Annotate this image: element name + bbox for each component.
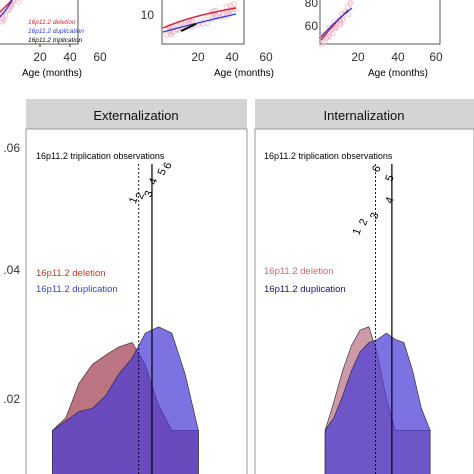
- observation-marker-label: 2: [357, 217, 370, 227]
- observation-marker-label: 1: [351, 227, 364, 237]
- facet-internalization: Internalization 16p11.2 triplication obs…: [254, 99, 474, 474]
- x-tick-label: 20: [33, 50, 47, 64]
- y-tick-label: .02: [3, 392, 20, 406]
- observation-markers: 123 456: [127, 161, 175, 205]
- facet-strip-label: Internalization: [324, 108, 405, 123]
- legend-triplication-label: 16p11.2 triplication: [28, 37, 82, 44]
- observation-marker-label: 3: [142, 189, 155, 199]
- observation-marker-label: 6: [161, 161, 174, 171]
- x-tick-label: 60: [259, 50, 273, 64]
- y-tick-label: .04: [3, 263, 20, 277]
- duplication-trend-line: [0, 0, 14, 18]
- growth-point: [3, 13, 9, 19]
- observation-marker-label: 4: [147, 177, 160, 187]
- x-tick-label: 60: [429, 50, 443, 64]
- legend-deletion-label: 16p11.2 deletion: [36, 268, 106, 279]
- x-tick-label: 40: [225, 50, 239, 64]
- observation-marker-label: 3: [368, 211, 381, 221]
- reference-lines: [375, 164, 393, 474]
- growth-point: [10, 0, 16, 3]
- observation-marker-label: 6: [370, 164, 383, 174]
- growth-point: [338, 21, 344, 27]
- growth-panel-left: 16p11.2 deletion 16p11.2 duplication 16p…: [0, 0, 107, 79]
- growth-point: [347, 1, 353, 7]
- density-areas: [324, 326, 431, 474]
- x-tick-label: 40: [391, 50, 405, 64]
- growth-point: [346, 11, 352, 17]
- x-axis-title: Age (months): [22, 68, 82, 79]
- growth-point: [5, 7, 11, 13]
- growth-point: [164, 32, 170, 38]
- observation-marker-label: 4: [383, 195, 396, 205]
- growth-point: [318, 41, 325, 47]
- growth-point: [167, 31, 173, 37]
- growth-point: [16, 0, 22, 5]
- growth-point: [0, 18, 7, 24]
- x-axis-title: Age (months): [368, 68, 428, 79]
- legend-duplication-label: 16p11.2 duplication: [264, 284, 346, 295]
- observation-marker-label: 5: [156, 167, 169, 177]
- x-tick-label: 20: [191, 50, 205, 64]
- legend-duplication-label: 16p11.2 duplication: [28, 28, 84, 35]
- growth-point: [329, 30, 335, 36]
- growth-point: [324, 35, 330, 41]
- observation-marker-label: 1: [127, 195, 140, 205]
- y-tick-label: 80: [305, 0, 319, 10]
- duplication-density-area: [324, 332, 431, 474]
- x-axis-title: Age (months): [214, 68, 274, 79]
- density-y-axis: .06 .04 .02: [3, 141, 20, 406]
- legend-duplication-label: 16p11.2 duplication: [36, 284, 118, 295]
- density-areas: [52, 326, 199, 474]
- y-tick-label: 60: [305, 19, 319, 33]
- observations-title: 16p11.2 triplication observations: [36, 151, 165, 161]
- deletion-trend-line: [162, 7, 237, 29]
- growth-point: [332, 24, 339, 30]
- observations-title: 16p11.2 triplication observations: [264, 151, 393, 161]
- y-tick-label: 10: [141, 8, 155, 22]
- x-tick-label: 40: [63, 50, 77, 64]
- y-tick-label: .06: [3, 141, 20, 155]
- deletion-trend-line: [0, 0, 14, 13]
- reference-lines: [138, 164, 153, 474]
- observation-marker-label: 2: [134, 191, 147, 201]
- growth-panel-right: 80 60 20 40 60 Age (months): [305, 0, 443, 79]
- growth-point: [227, 2, 233, 8]
- duplication-trend-line: [162, 13, 237, 33]
- x-tick-label: 60: [93, 50, 107, 64]
- legend-deletion-label: 16p11.2 deletion: [264, 266, 334, 277]
- growth-point: [0, 16, 6, 22]
- growth-point: [321, 39, 327, 46]
- facet-strip: [255, 99, 474, 129]
- facet-strip-label: Externalization: [93, 108, 178, 123]
- duplication-density-area: [52, 326, 199, 474]
- legend-deletion-label: 16p11.2 deletion: [28, 19, 76, 26]
- triplication-trend-line: [180, 23, 197, 32]
- facet-externalization: Externalization 16p11.2 triplication obs…: [25, 99, 248, 474]
- observation-marker-label: 5: [383, 173, 396, 183]
- growth-point: [213, 14, 220, 20]
- x-tick-label: 20: [351, 50, 365, 64]
- duplication-trend-line: [320, 7, 353, 38]
- facet-strip: [26, 99, 247, 129]
- growth-panel-middle: 10 20 40 60 Age (months): [141, 0, 274, 79]
